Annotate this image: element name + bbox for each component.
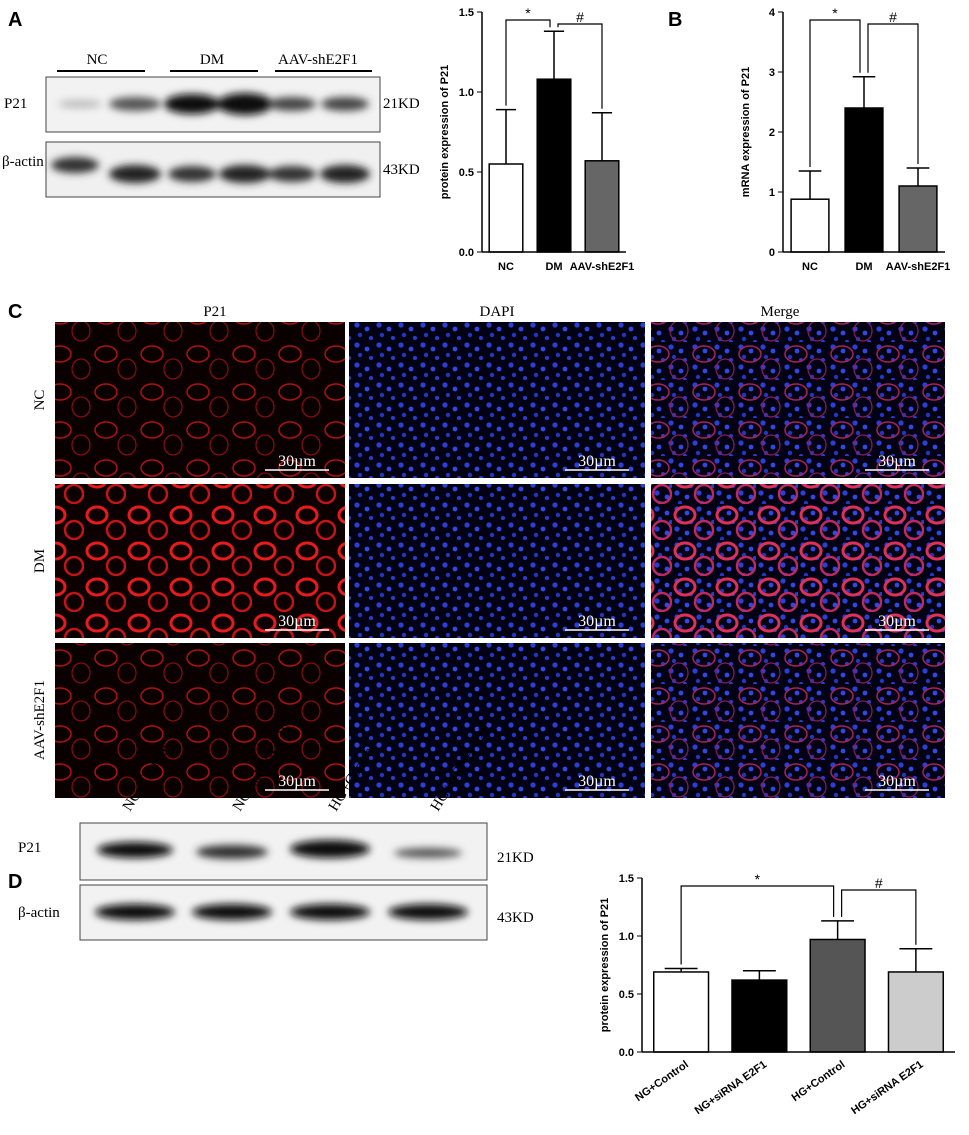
scale-bar-label: 30µm (278, 453, 316, 470)
bar (887, 971, 945, 1053)
size-label: 43KD (383, 162, 420, 178)
y-axis-label: protein expression of P21 (599, 898, 611, 1032)
row-label: β-actin (2, 154, 44, 170)
annotation: * (525, 5, 531, 21)
size-label: 21KD (383, 96, 420, 112)
scale-bar-label: 30µm (878, 773, 916, 790)
column-label: P21 (203, 304, 226, 320)
y-tick-label: 1.5 (459, 7, 474, 19)
blot-a: NC DM AAV-shE2F1 P21 β-actin 21KD 43KD (2, 52, 420, 198)
x-tick-label: AAV-shE2F1 (886, 261, 951, 273)
micrograph (349, 643, 645, 798)
y-tick-label: 4 (769, 7, 776, 19)
panel-label: B (668, 9, 682, 31)
y-tick-label: 0 (769, 247, 775, 259)
significance-bracket (505, 19, 551, 106)
y-tick-label: 3 (769, 67, 775, 79)
scale-bar-label: 30µm (278, 613, 316, 630)
panel-label: A (8, 9, 22, 31)
significance-bracket (557, 23, 603, 109)
annotation: # (875, 875, 883, 891)
row-label: P21 (4, 96, 27, 112)
annotation: * (755, 871, 761, 887)
bar (652, 971, 710, 1053)
micrograph (651, 643, 945, 798)
significance-bracket (809, 19, 861, 167)
y-axis-label: protein expression of P21 (439, 65, 451, 199)
x-tick-label: NC (498, 261, 514, 273)
column-label: DAPI (479, 304, 514, 320)
micrographs: P21 DAPI Merge NC DM AAV-shE2F1 30µm 30µm… (32, 304, 945, 798)
bands (95, 840, 468, 920)
group-label: AAV-shE2F1 (278, 52, 358, 68)
y-tick-label: 0.5 (459, 167, 474, 179)
significance-bracket (680, 885, 835, 965)
column-label: Merge (761, 304, 800, 320)
significance-bracket (841, 889, 917, 945)
row-label: AAV-shE2F1 (32, 680, 48, 760)
y-tick-label: 0.5 (619, 989, 634, 1001)
bar (898, 185, 938, 253)
scale-bar-label: 30µm (278, 773, 316, 790)
scale-bar-label: 30µm (578, 613, 616, 630)
scale-bar-label: 30µm (578, 453, 616, 470)
bar (790, 198, 830, 253)
micrograph (55, 322, 345, 478)
micrograph (55, 484, 345, 638)
bar (488, 163, 524, 253)
x-tick-label: HG+siRNA E2F1 (849, 1059, 925, 1118)
bar (844, 107, 884, 253)
y-tick-label: 2 (769, 127, 775, 139)
y-tick-label: 1.5 (619, 873, 634, 885)
y-tick-label: 1.0 (619, 931, 634, 943)
annotation: * (832, 5, 838, 21)
bar (809, 938, 866, 1053)
micrograph (651, 322, 945, 478)
significance-bracket (867, 23, 919, 164)
y-tick-label: 0.0 (619, 1047, 634, 1059)
micrograph (55, 643, 345, 798)
micrograph (349, 322, 645, 478)
y-tick-label: 1.0 (459, 87, 474, 99)
x-tick-label: DM (855, 261, 872, 273)
x-tick-label: NC (802, 261, 818, 273)
micrograph (651, 484, 945, 638)
y-tick-label: 1 (769, 187, 775, 199)
bar (536, 78, 572, 253)
x-tick-label: AAV-shE2F1 (570, 261, 635, 273)
bar (584, 160, 620, 253)
row-label: P21 (18, 840, 41, 856)
row-label: NC (32, 390, 48, 411)
panel-label: C (8, 301, 22, 323)
scale-bar-label: 30µm (578, 773, 616, 790)
group-label: DM (200, 52, 224, 68)
y-axis-label: mRNA expression of P21 (740, 67, 752, 197)
size-label: 43KD (497, 910, 534, 926)
micrograph (349, 484, 645, 638)
y-tick-label: 0.0 (459, 247, 474, 259)
annotation: # (889, 9, 897, 25)
blot-d: NG+Control NG+siRNA E2F1 HG+Control HG+s… (18, 715, 534, 941)
group-label: NC (87, 52, 108, 68)
x-tick-label: DM (545, 261, 562, 273)
x-tick-label: NG+Control (633, 1059, 691, 1104)
size-label: 21KD (497, 850, 534, 866)
x-tick-label: HG+Control (790, 1059, 848, 1104)
scale-bar-label: 30µm (878, 453, 916, 470)
x-tick-label: NG+siRNA E2F1 (693, 1059, 769, 1118)
row-label: β-actin (18, 905, 60, 921)
panel-label: D (8, 871, 22, 893)
scale-bar-label: 30µm (878, 613, 916, 630)
bands (51, 93, 370, 183)
row-label: DM (32, 549, 48, 573)
annotation: # (576, 9, 584, 25)
bar (731, 979, 788, 1053)
